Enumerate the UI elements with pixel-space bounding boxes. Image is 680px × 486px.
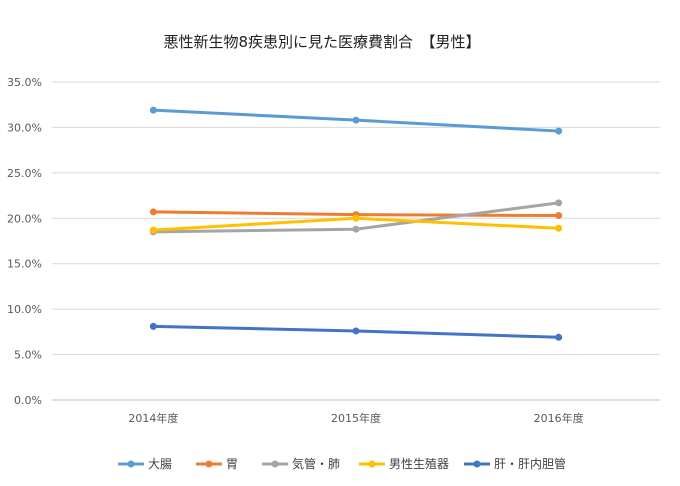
legend-label: 男性生殖器 xyxy=(389,456,449,471)
series-lines xyxy=(149,106,563,341)
data-point xyxy=(149,322,157,330)
data-point xyxy=(149,208,157,216)
legend: 大腸 胃 気管・肺 男性生殖器 肝・肝内胆管 xyxy=(118,456,566,471)
data-point xyxy=(555,127,563,135)
legend-marker xyxy=(473,460,481,468)
y-tick-label: 5.0% xyxy=(14,349,42,362)
y-tick-label: 25.0% xyxy=(7,167,42,180)
y-tick-label: 10.0% xyxy=(7,303,42,316)
y-tick-label: 30.0% xyxy=(7,121,42,134)
x-axis-ticks: 2014年度 2015年度 2016年度 xyxy=(128,411,583,425)
x-tick-label: 2015年度 xyxy=(331,411,381,425)
series-group xyxy=(149,322,563,341)
gridlines xyxy=(52,81,660,401)
data-point xyxy=(555,224,563,232)
legend-item: 男性生殖器 xyxy=(359,456,449,471)
y-axis-ticks: 0.0% 5.0% 10.0% 15.0% 20.0% 25.0% 30.0% 35.0% xyxy=(7,76,42,407)
data-point xyxy=(149,226,157,234)
y-tick-label: 0.0% xyxy=(14,394,42,407)
data-point xyxy=(352,116,360,124)
legend-item: 肝・肝内胆管 xyxy=(464,456,566,471)
legend-item: 胃 xyxy=(196,457,238,471)
data-point xyxy=(352,225,360,233)
y-tick-label: 15.0% xyxy=(7,258,42,271)
legend-label: 胃 xyxy=(226,457,238,471)
legend-label: 肝・肝内胆管 xyxy=(494,456,566,471)
legend-label: 気管・肺 xyxy=(292,456,340,471)
chart-title: 悪性新生物8疾患別に見た医療費割合 【男性】 xyxy=(163,33,480,51)
series-group xyxy=(149,106,563,135)
data-point xyxy=(555,199,563,207)
legend-marker xyxy=(368,460,376,468)
legend-marker xyxy=(205,460,213,468)
legend-item: 大腸 xyxy=(118,457,172,471)
data-point xyxy=(555,333,563,341)
data-point xyxy=(149,106,157,114)
series-group xyxy=(149,214,563,234)
data-point xyxy=(352,214,360,222)
legend-marker xyxy=(127,460,135,468)
x-tick-label: 2016年度 xyxy=(534,411,584,425)
legend-item: 気管・肺 xyxy=(262,456,340,471)
data-point xyxy=(555,212,563,220)
y-tick-label: 20.0% xyxy=(7,212,42,225)
data-point xyxy=(352,327,360,335)
y-tick-label: 35.0% xyxy=(7,76,42,89)
legend-label: 大腸 xyxy=(148,457,172,471)
x-tick-label: 2014年度 xyxy=(128,411,178,425)
legend-marker xyxy=(271,460,279,468)
